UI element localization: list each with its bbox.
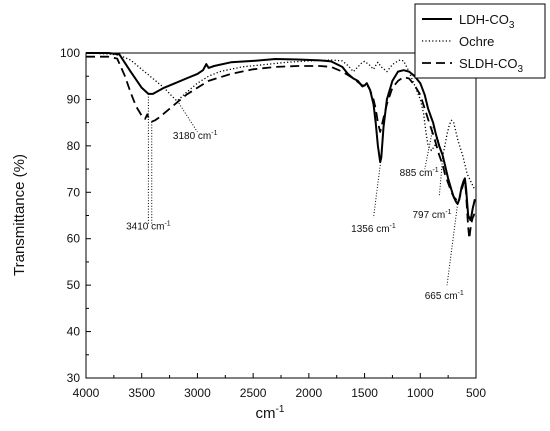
annotation-label-a1356: 1356 cm-1 <box>351 223 396 235</box>
annotation-sup: -1 <box>445 209 451 216</box>
annotation-sup: -1 <box>458 290 464 297</box>
annotation-value: 665 <box>425 291 444 302</box>
legend-label-main: Ochre <box>459 34 494 49</box>
annotation-leader-a665 <box>446 203 459 286</box>
y-tick-label: 60 <box>67 232 81 246</box>
annotation-value: 1356 <box>351 224 376 235</box>
annotation-label-a3180: 3180 cm-1 <box>173 130 218 142</box>
y-tick-label: 40 <box>67 325 81 339</box>
x-tick-label: 3500 <box>128 386 155 400</box>
legend-label-main: SLDH-CO <box>459 56 518 71</box>
annotation-unit: cm <box>198 131 211 142</box>
x-tick-label: 4000 <box>73 386 100 400</box>
y-tick-label: 90 <box>67 92 81 106</box>
annotation-value: 3180 <box>173 131 198 142</box>
y-axis-title: Transmittance (%) <box>11 154 28 276</box>
x-axis-title-sup: -1 <box>276 404 285 415</box>
y-tick-label: 70 <box>67 185 81 199</box>
annotation-leader-a3180 <box>176 100 198 133</box>
annotation-unit: cm <box>419 168 432 179</box>
x-tick-label: 1000 <box>407 386 434 400</box>
annotation-sup: -1 <box>432 167 438 174</box>
annotation-leader-a1356 <box>372 162 382 218</box>
annotation-label-a3410: 3410 cm-1 <box>126 220 171 232</box>
y-tick-label: 80 <box>67 139 81 153</box>
x-tick-label: 1500 <box>351 386 378 400</box>
y-tick-label: 50 <box>67 278 81 292</box>
x-tick-label: 3000 <box>184 386 211 400</box>
legend-label-sub: 3 <box>518 64 524 75</box>
annotation-sup: -1 <box>164 220 170 227</box>
annotation-label-a885: 885 cm-1 <box>400 167 439 179</box>
series-line-1 <box>86 52 476 222</box>
x-tick-label: 2500 <box>240 386 267 400</box>
series-line-3 <box>86 55 476 240</box>
x-tick-label: 2000 <box>296 386 323 400</box>
annotation-value: 885 <box>400 168 419 179</box>
annotation-value: 3410 <box>126 221 151 232</box>
legend-label-1: LDH-CO3 <box>459 12 515 31</box>
annotation-label-a665: 665 cm-1 <box>425 290 464 302</box>
y-tick-label: 100 <box>60 46 80 60</box>
legend-label-3: SLDH-CO3 <box>459 56 524 75</box>
annotation-unit: cm <box>432 210 445 221</box>
annotation-value: 797 <box>412 210 431 221</box>
annotation-unit: cm <box>444 291 457 302</box>
annotation-sup: -1 <box>211 130 217 137</box>
x-axis-title-unit: cm <box>256 405 276 422</box>
legend-label-sub: 3 <box>509 20 515 31</box>
series-layer <box>85 52 476 240</box>
annotation-unit: cm <box>376 224 389 235</box>
legend-label-2: Ochre <box>459 34 494 49</box>
x-tick-label: 500 <box>466 386 486 400</box>
x-axis-title: cm-1 <box>256 404 285 422</box>
annotation-unit: cm <box>151 221 164 232</box>
annotation-label-a797: 797 cm-1 <box>412 209 451 221</box>
annotation-leader-a885 <box>424 127 434 170</box>
annotation-sup: -1 <box>390 223 396 230</box>
y-tick-label: 30 <box>67 371 81 385</box>
legend-label-main: LDH-CO <box>459 12 509 27</box>
ticks-layer: 4000 3500 3000 2500 2000 1500 1000 500 30 40 50 60 7… <box>60 46 486 400</box>
